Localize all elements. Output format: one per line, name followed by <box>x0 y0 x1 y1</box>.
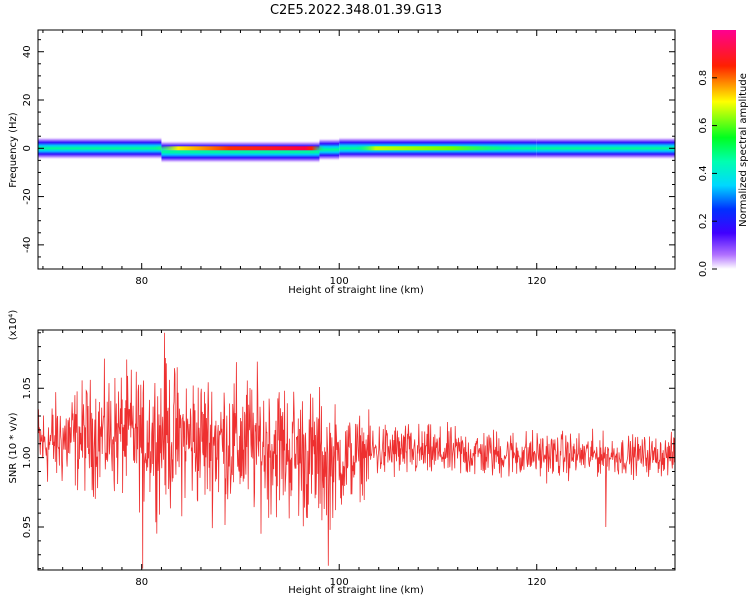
colorbar-tick-label: 0.0 <box>698 261 709 277</box>
snr-xtick-label: 120 <box>527 577 546 588</box>
snr-series <box>38 332 675 569</box>
colorbar-label: Normalized spectral amplitude <box>738 73 749 227</box>
snr-ytick-label: 0.95 <box>22 516 33 538</box>
spectrogram-panel: 80 100 120 40 20 0 -20 -40 Height of straight l… <box>8 29 676 296</box>
spectrogram-axes: 80 100 120 40 20 0 -20 -40 <box>22 30 676 287</box>
snr-axes: 80 100 120 1.05 1.00 0.95 <box>22 330 676 588</box>
spectrogram-xlabel: Height of straight line (km) <box>288 285 424 296</box>
colorbar-tick-label: 0.2 <box>698 213 709 229</box>
snr-ytick-label: 1.00 <box>22 446 33 468</box>
snr-multiplier-label: (x10⁴) <box>8 310 19 341</box>
spectrogram-ytick-label: -40 <box>22 237 33 253</box>
snr-xtick-label: 80 <box>135 577 148 588</box>
spectrogram-xtick-label: 120 <box>527 276 546 287</box>
spectral-ridge <box>38 136 675 164</box>
snr-line <box>38 332 675 569</box>
colorbar-tick-label: 0.6 <box>698 118 709 134</box>
snr-multiplier: (x10⁴) <box>8 310 19 341</box>
figure-title: C2E5.2022.348.01.39.G13 <box>270 3 442 18</box>
snr-xtick-label: 100 <box>330 577 349 588</box>
spectrogram-ylabel: Frequency (Hz) <box>8 112 19 188</box>
spectrogram-ytick-label: -20 <box>22 188 33 204</box>
colorbar-tick-label: 0.8 <box>698 70 709 86</box>
spectrogram-ytick-label: 20 <box>22 94 33 107</box>
colorbar-tick-label: 0.4 <box>698 165 709 181</box>
spectrogram-xtick-label: 100 <box>330 276 349 287</box>
spectrogram-frame <box>37 29 676 270</box>
colorbar: 0.0 0.2 0.4 0.6 0.8 Normalized spectral ampl… <box>698 30 749 277</box>
ridge-segment <box>161 140 320 164</box>
colorbar-ticks: 0.0 0.2 0.4 0.6 0.8 <box>698 70 717 277</box>
snr-xlabel: Height of straight line (km) <box>288 585 424 596</box>
snr-panel: 80 100 120 1.05 1.00 0.95 Height of straight … <box>8 310 676 596</box>
snr-ytick-label: 1.05 <box>22 377 33 399</box>
snr-ylabel: SNR (10 * v/v) <box>8 412 19 483</box>
spectrogram-xtick-label: 80 <box>135 276 148 287</box>
spectrogram-ytick-label: 40 <box>22 45 33 58</box>
colorbar-gradient <box>712 30 736 269</box>
snr-frame <box>37 329 676 571</box>
ridge-core <box>38 146 675 151</box>
spectrogram-ytick-label: 0 <box>22 145 33 151</box>
